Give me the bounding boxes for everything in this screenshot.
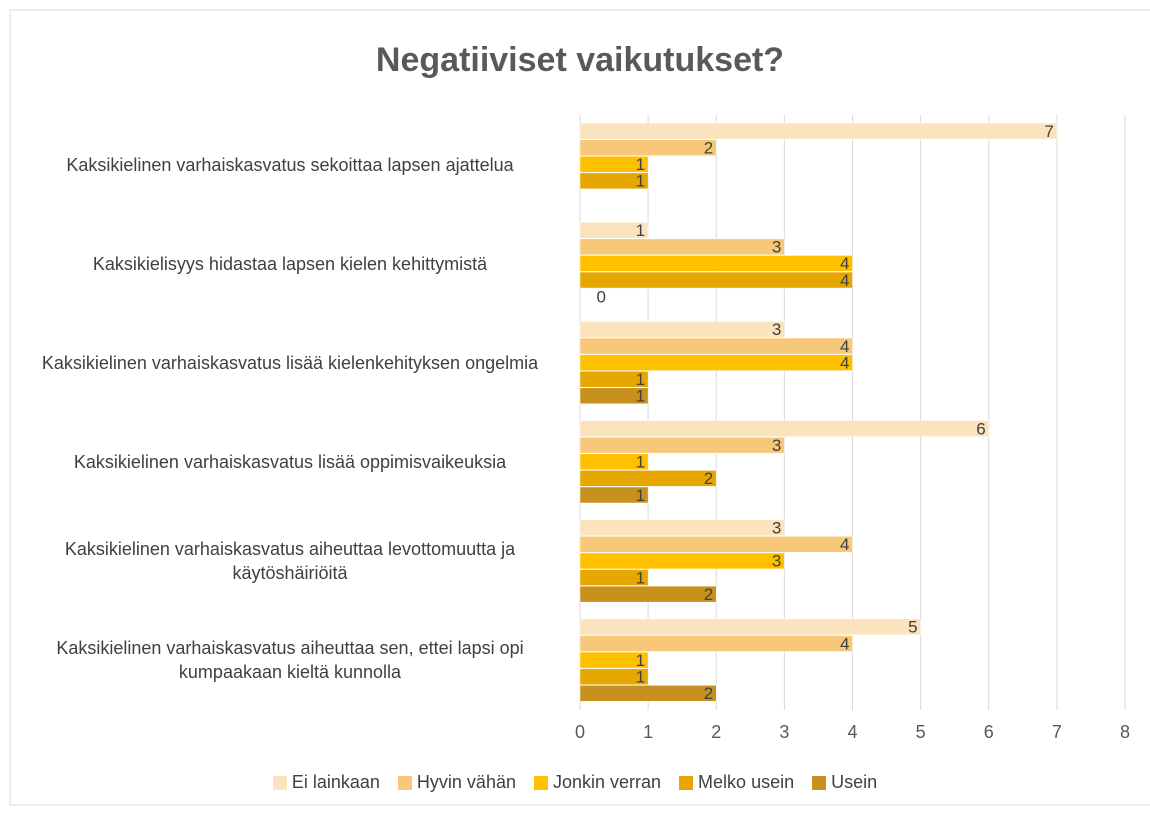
legend-item: Melko usein — [679, 772, 794, 793]
chart-frame — [9, 9, 1150, 806]
y-tick-label: Kaksikielinen varhaiskasvatus aiheuttaa … — [64, 539, 516, 584]
y-tick-label: Kaksikielisyys hidastaa lapsen kielen ke… — [92, 253, 488, 274]
bar — [579, 321, 785, 338]
bar — [579, 685, 717, 702]
legend-item: Hyvin vähän — [397, 772, 516, 793]
legend-swatch — [272, 775, 287, 790]
y-tick-label: Kaksikielinen varhaiskasvatus sekoittaa … — [66, 154, 514, 175]
data-label: 4 — [840, 535, 849, 554]
data-label: 4 — [840, 271, 849, 290]
bar — [579, 370, 649, 388]
bar — [579, 470, 717, 487]
data-label: 4 — [840, 337, 849, 356]
y-tick-label: Kaksikielinen varhaiskasvatus lisää kiel… — [41, 352, 539, 373]
data-label: 3 — [772, 238, 781, 257]
legend-swatch — [397, 775, 412, 790]
bar — [579, 139, 717, 156]
bar — [579, 354, 853, 371]
y-tick-label: Kaksikielinen varhaiskasvatus lisää oppi… — [73, 452, 507, 473]
data-label: 0 — [597, 287, 606, 306]
legend-swatch — [812, 775, 827, 790]
legend-label: Hyvin vähän — [416, 772, 516, 792]
bar — [579, 536, 853, 553]
bar — [579, 156, 649, 173]
x-tick-label: 1 — [643, 722, 653, 742]
data-label: 2 — [704, 469, 713, 488]
x-tick-label: 0 — [575, 722, 585, 742]
data-label: 4 — [840, 634, 849, 653]
data-label: 2 — [704, 684, 713, 703]
bar — [579, 255, 853, 272]
data-label: 1 — [636, 172, 645, 191]
legend: Ei lainkaan Hyvin vähän Jonkin verran Melko… — [0, 772, 1150, 793]
x-tick-label: 5 — [916, 722, 926, 742]
data-label: 1 — [636, 155, 645, 174]
bar — [579, 420, 989, 437]
data-label: 1 — [636, 568, 645, 587]
data-label: 1 — [636, 370, 645, 389]
data-label: 3 — [772, 552, 781, 571]
data-label: 3 — [772, 519, 781, 538]
legend-item: Jonkin verran — [533, 772, 662, 793]
bar — [579, 552, 785, 570]
data-label: 3 — [772, 320, 781, 339]
legend-swatch — [679, 775, 694, 790]
bar — [579, 453, 649, 471]
legend-label: Usein — [831, 772, 878, 792]
legend-label: Ei lainkaan — [291, 772, 380, 792]
legend-item: Usein — [812, 772, 877, 793]
bar — [579, 337, 853, 355]
legend-label: Jonkin verran — [552, 772, 662, 792]
x-tick-label: 7 — [1052, 722, 1062, 742]
data-label: 1 — [636, 668, 645, 687]
legend-swatch — [533, 775, 548, 790]
data-label: 2 — [704, 585, 713, 604]
bar — [579, 618, 921, 636]
data-label: 1 — [636, 221, 645, 240]
data-label: 2 — [704, 138, 713, 157]
data-label: 1 — [636, 486, 645, 505]
bar — [579, 238, 785, 256]
data-label: 4 — [840, 353, 849, 372]
bar — [579, 436, 785, 454]
bar — [579, 569, 649, 586]
bar — [579, 519, 785, 536]
x-tick-label: 8 — [1120, 722, 1130, 742]
bar — [579, 271, 853, 289]
bar — [579, 387, 649, 405]
data-label: 1 — [636, 387, 645, 406]
x-tick-label: 2 — [711, 722, 721, 742]
bar — [579, 172, 649, 190]
bar — [579, 486, 649, 504]
y-tick-label: Kaksikielinen varhaiskasvatus aiheuttaa … — [56, 638, 524, 683]
data-label: 1 — [636, 651, 645, 670]
data-label: 6 — [976, 419, 985, 438]
data-label: 5 — [908, 618, 917, 637]
x-tick-label: 3 — [779, 722, 789, 742]
legend-label: Melko usein — [698, 772, 795, 792]
bar — [579, 651, 649, 669]
bar — [579, 668, 649, 685]
bar — [579, 122, 1058, 140]
x-tick-label: 4 — [847, 722, 857, 742]
data-label: 3 — [772, 436, 781, 455]
bar — [579, 635, 853, 652]
legend-item: Ei lainkaan — [272, 772, 380, 793]
bar — [579, 222, 649, 239]
data-label: 7 — [1044, 122, 1053, 141]
data-label: 4 — [840, 254, 849, 273]
x-tick-label: 6 — [984, 722, 994, 742]
data-label: 1 — [636, 453, 645, 472]
chart-title: Negatiiviset vaikutukset? — [376, 41, 784, 79]
bar — [579, 585, 717, 603]
